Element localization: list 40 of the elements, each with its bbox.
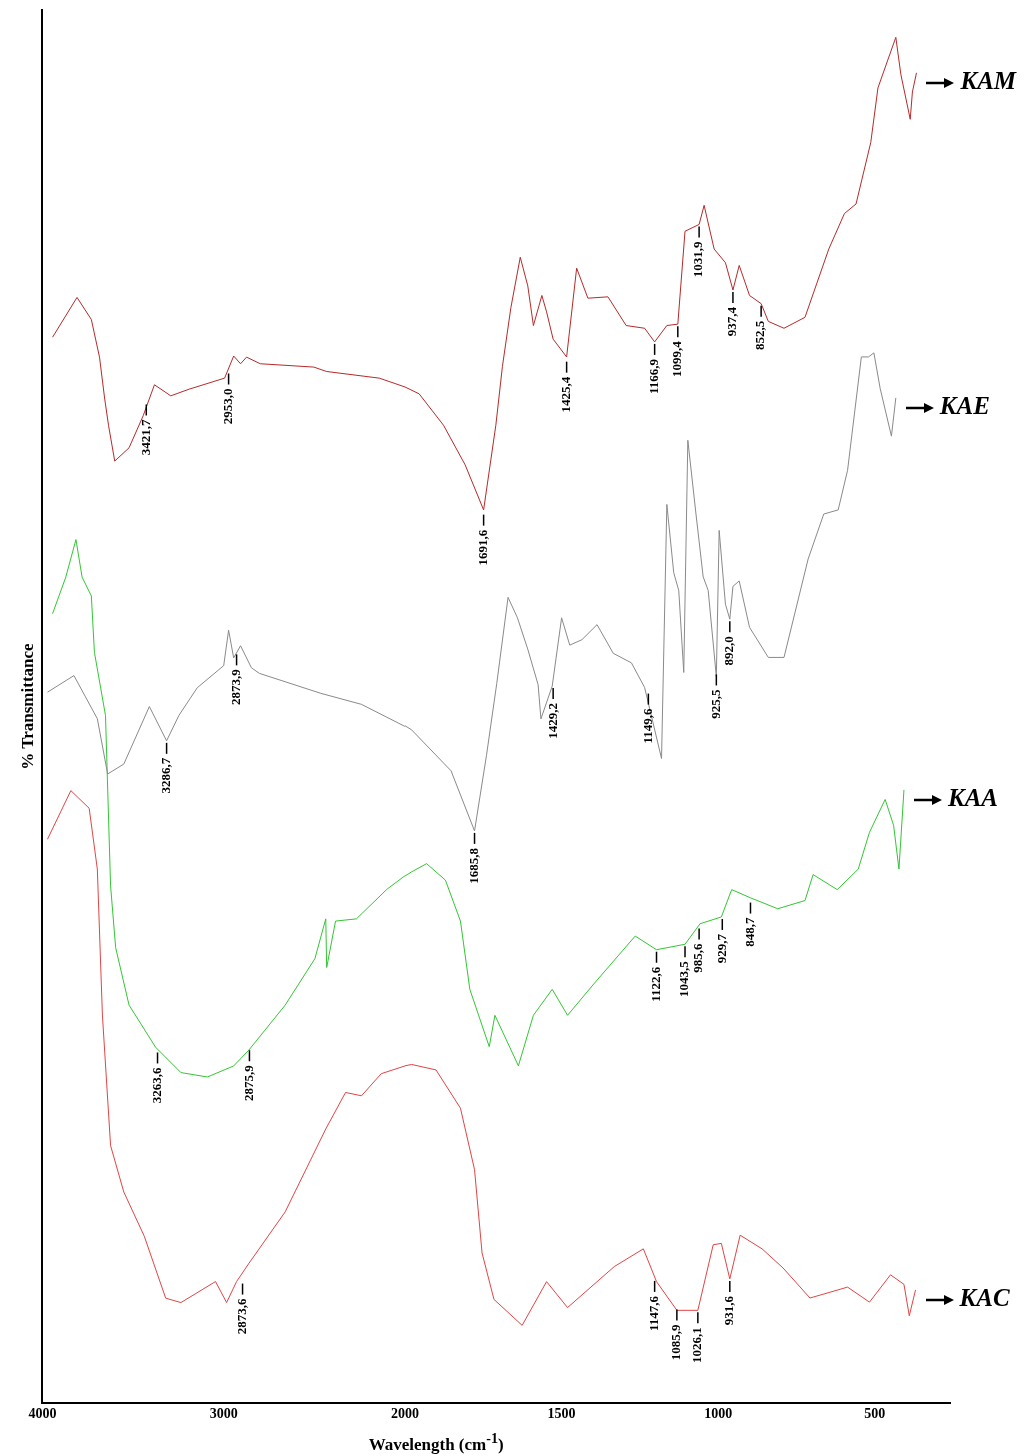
series-label: KAM <box>959 67 1017 95</box>
annotation: 925,5 <box>707 688 723 719</box>
annotation: 1147,6 <box>645 1295 661 1331</box>
annotation: 848,7 <box>741 917 757 947</box>
series-label: KAA <box>946 784 998 812</box>
x-axis-title: Wavelength (cm$^{-1}$) <box>368 1430 504 1455</box>
annotation: 1099,4 <box>669 340 685 377</box>
x-tick-label: 1500 <box>547 1406 576 1422</box>
annotation: 1429,2 <box>544 703 560 739</box>
series-label: KAE <box>938 392 990 420</box>
x-tick-label: 500 <box>864 1406 886 1422</box>
annotation: 1425,4 <box>557 376 573 413</box>
annotation: 1031,9 <box>690 240 706 278</box>
annotation: 1122,6 <box>647 966 663 1002</box>
y-axis-title: % Transmittance <box>17 642 37 770</box>
x-tick-label: 1000 <box>704 1406 733 1422</box>
annotation: 937,4 <box>724 306 740 337</box>
series-label: KAC <box>958 1284 1010 1312</box>
annotation: 1691,6 <box>474 529 490 566</box>
annotation: 929,7 <box>713 933 729 964</box>
annotation: 1085,9 <box>668 1324 684 1361</box>
annotation: 2873,6 <box>233 1298 249 1335</box>
annotation: 2873,9 <box>227 668 243 706</box>
x-tick-label: 3000 <box>209 1406 238 1422</box>
annotation: 3263,6 <box>148 1066 164 1104</box>
annotation: 1149,6 <box>639 708 655 744</box>
annotation: 931,6 <box>721 1295 737 1326</box>
annotation: 1043,5 <box>676 960 692 998</box>
annotation: 2953,0 <box>219 388 235 425</box>
annotation: 892,0 <box>721 636 737 666</box>
x-tick-label: 4000 <box>28 1406 57 1422</box>
annotation: 852,5 <box>752 320 768 350</box>
annotation: 3286,7 <box>157 757 173 794</box>
x-tick-label: 2000 <box>391 1406 419 1422</box>
annotation: 1166,9 <box>645 358 661 394</box>
annotation: 2875,9 <box>240 1064 256 1101</box>
annotation: 985,6 <box>690 943 706 973</box>
annotation: 1685,8 <box>465 847 481 884</box>
annotation: 3421,7 <box>137 418 153 456</box>
annotation: 1026,1 <box>689 1327 705 1364</box>
